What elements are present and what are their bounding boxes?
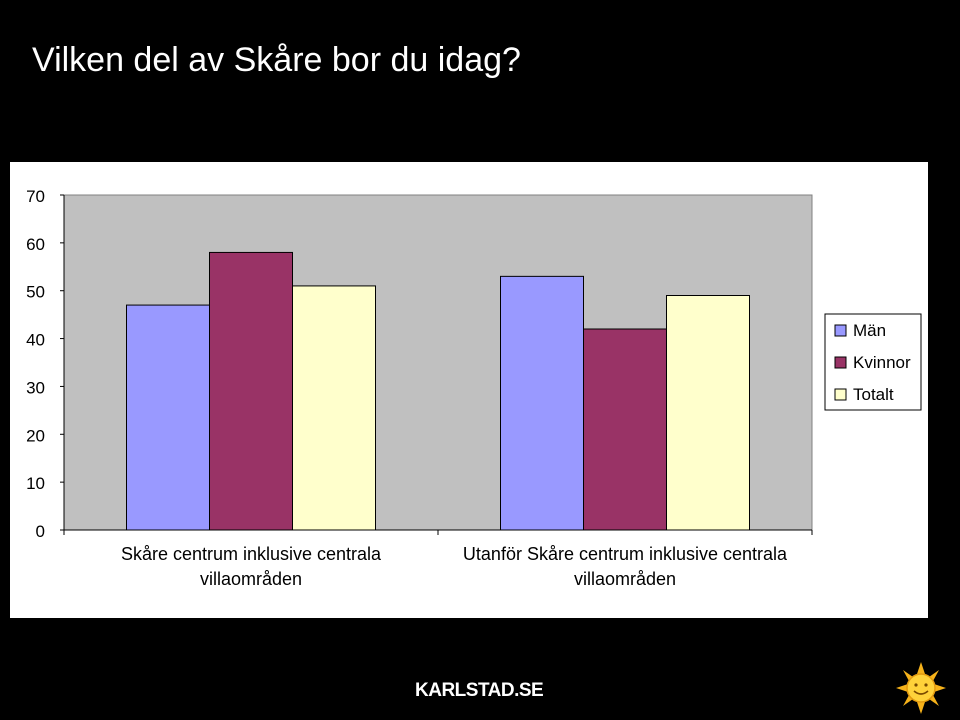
bar-kvinnor [209,251,293,531]
sun-icon [896,662,946,714]
chart-panel: 0 10 20 30 40 50 60 70 Skåre centrum inklusive c… [10,162,928,618]
y-tick-label: 20 [26,426,45,445]
bar-män [500,275,584,531]
x-category-label: Skåre centrum inklusive centrala [121,544,382,564]
x-category-label: Utanför Skåre centrum inklusive centrala [463,544,788,564]
y-tick-label: 60 [26,235,45,254]
slide-title: Vilken del av Skåre bor du idag? [32,41,521,79]
y-tick-label: 50 [26,283,45,302]
legend-swatch-kvinnor [834,356,847,369]
legend-label-totalt: Totalt [853,385,894,404]
bar-män [126,304,210,531]
bar-chart: 0 10 20 30 40 50 60 70 Skåre centrum inklusive c… [26,187,922,589]
y-tick-label: 70 [26,187,45,206]
y-tick-label: 0 [36,522,45,541]
legend-swatch-totalt [834,388,847,401]
y-tick-label: 40 [26,331,45,350]
legend-label-kvinnor: Kvinnor [853,353,911,372]
bar-totalt [666,295,750,531]
x-category-label: villaområden [200,569,302,589]
bar-kvinnor [583,328,667,531]
legend-swatch-män [834,324,847,337]
x-category-label: villaområden [574,569,676,589]
legend-label-män: Män [853,321,886,340]
bar-totalt [292,285,376,531]
y-tick-label: 10 [26,474,45,493]
footer-logo[interactable]: KARLSTAD.SE [415,680,544,701]
y-tick-label: 30 [26,378,45,397]
